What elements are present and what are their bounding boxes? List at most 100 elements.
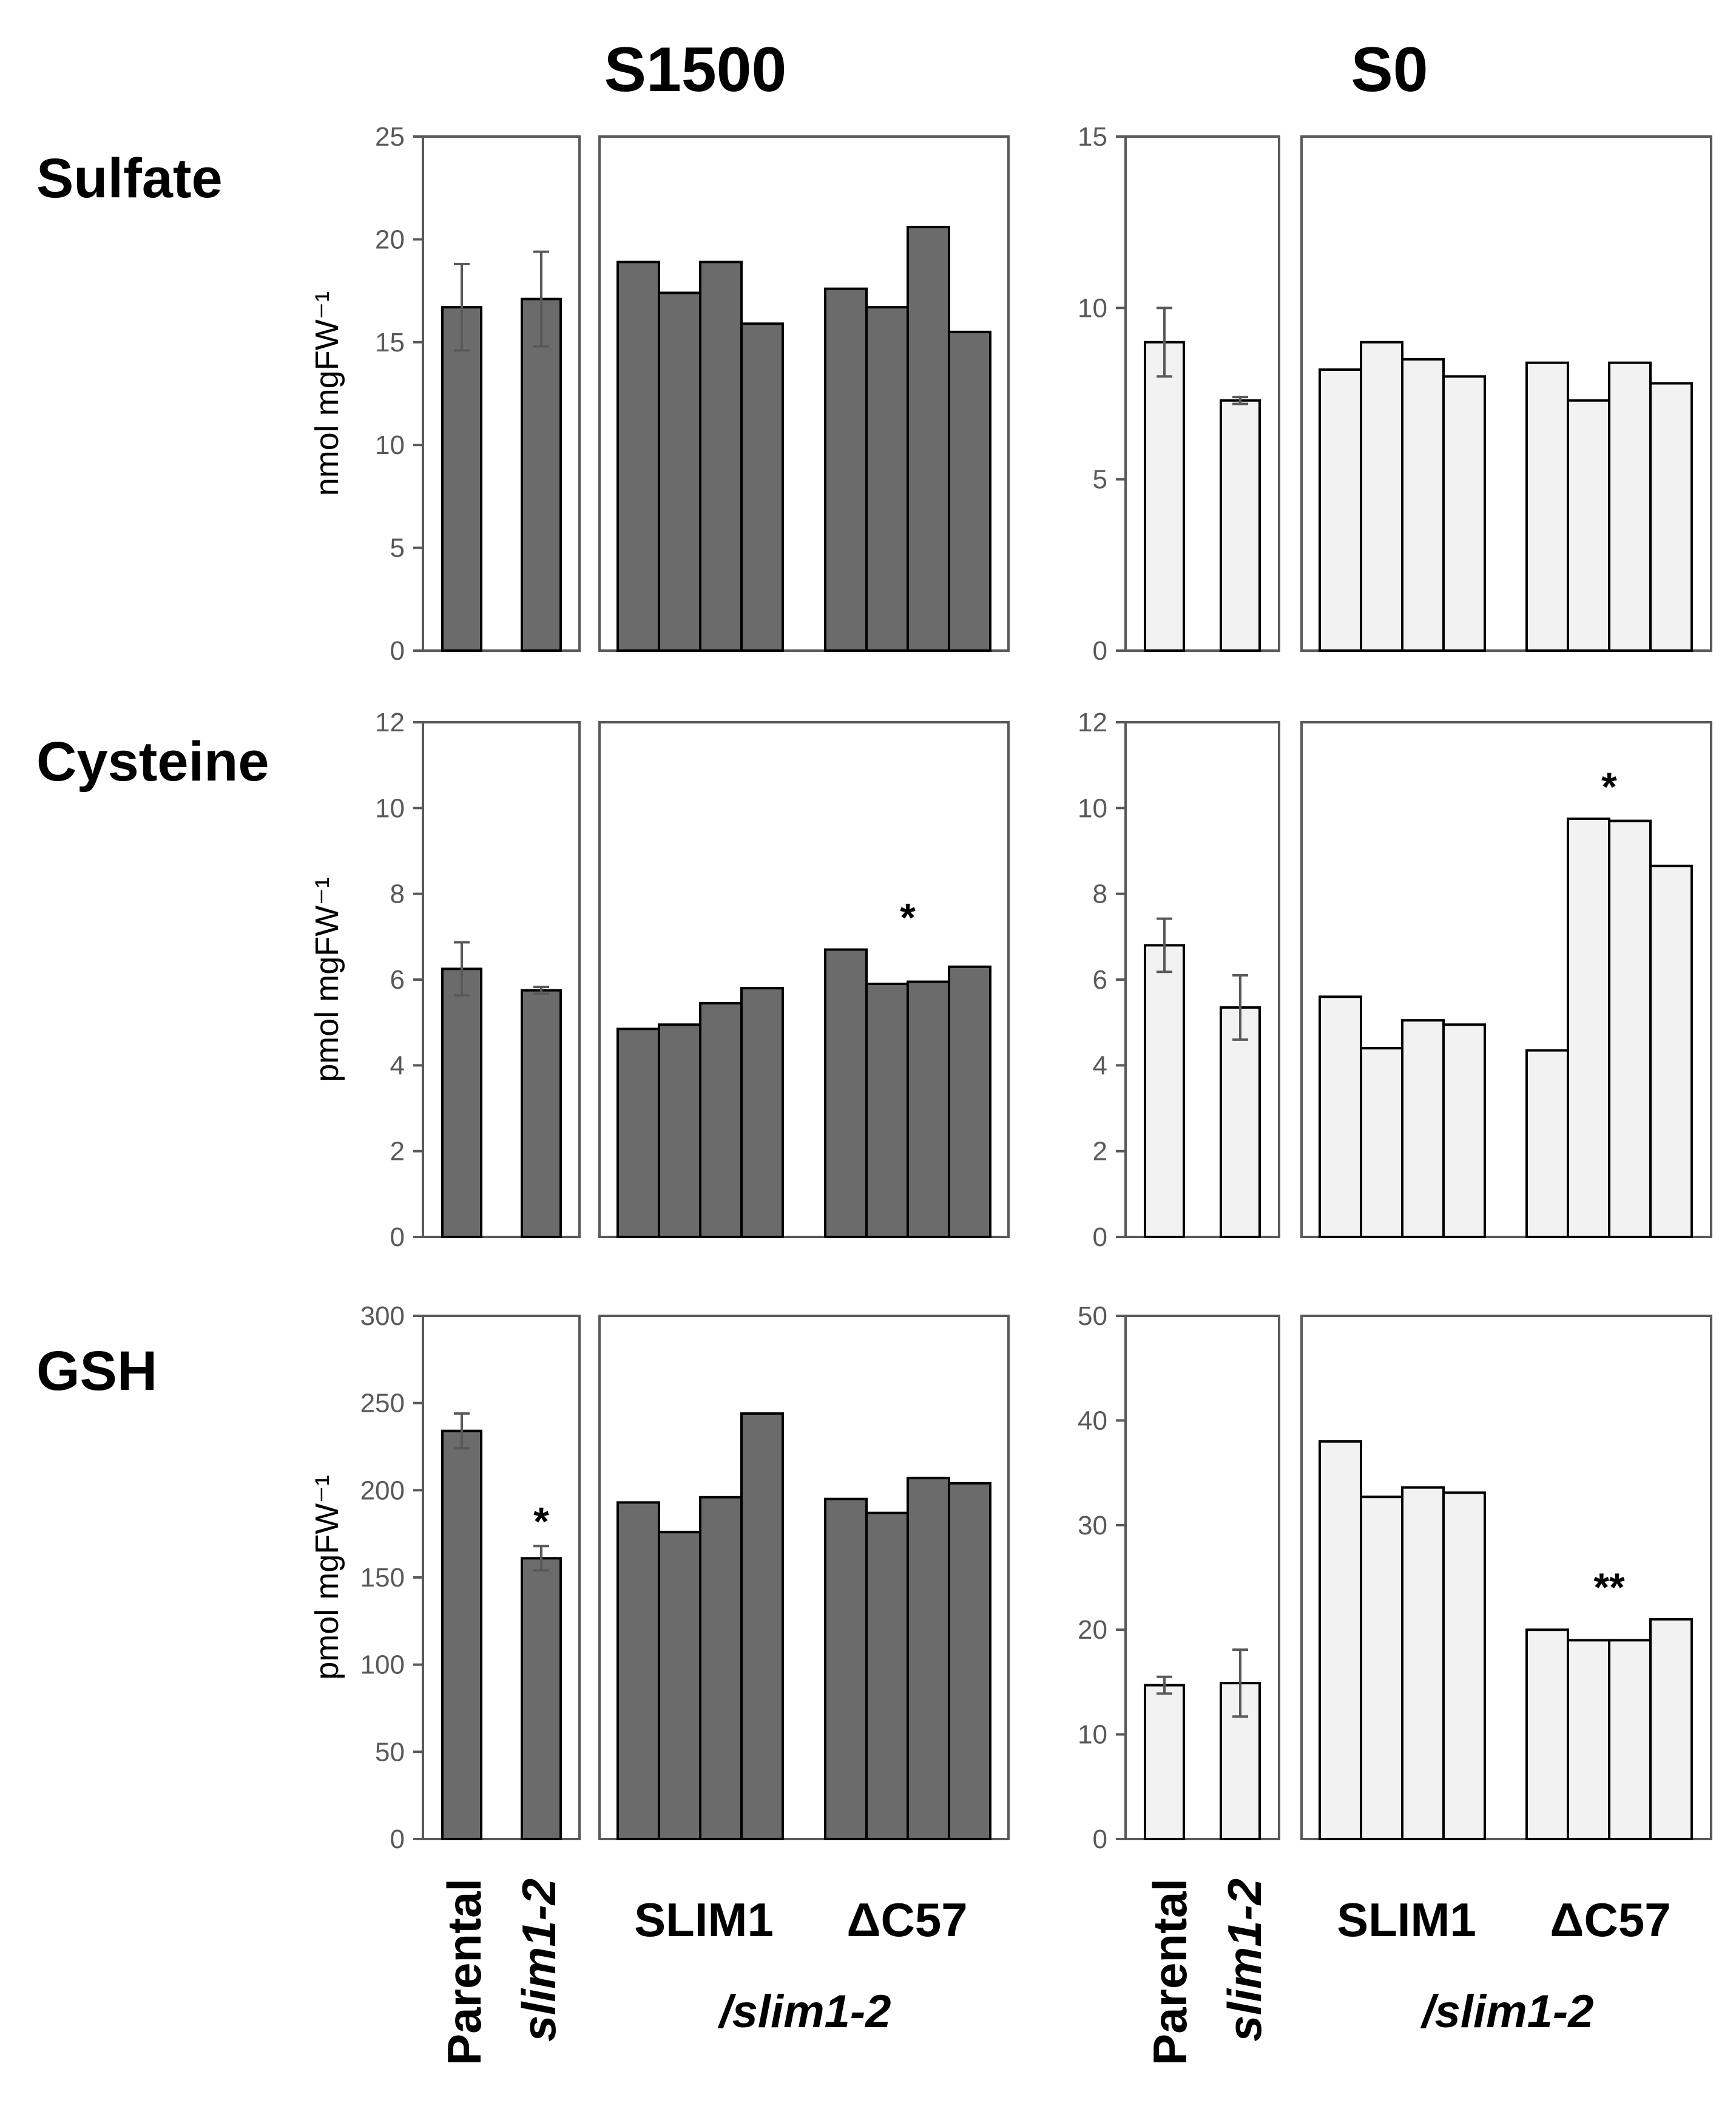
plot-frame-right xyxy=(598,721,1010,1238)
bar-slim1-2 xyxy=(1360,1047,1403,1238)
y-axis-label: pmol mgFW⁻¹ xyxy=(309,877,345,1082)
y-tick-label: 50 xyxy=(375,1737,405,1767)
y-tick-label: 250 xyxy=(360,1389,405,1418)
bar-slim1-2 xyxy=(658,291,701,652)
bar-slim1-4 xyxy=(1442,1023,1486,1238)
bar-slim1-1 xyxy=(1319,1440,1362,1840)
y-axis-label: pmol mgFW⁻¹ xyxy=(309,1475,345,1680)
x-label-slim1-2-s0: slim1-2 xyxy=(1218,1878,1271,2042)
y-tick-label: 10 xyxy=(1078,793,1107,823)
y-tick-label: 5 xyxy=(390,533,405,563)
bar-parental xyxy=(441,1429,482,1840)
bar-dc57-1 xyxy=(1525,1628,1569,1840)
y-tick-label: 8 xyxy=(390,879,405,909)
y-tick-label: 6 xyxy=(390,965,405,995)
y-tick-label: 150 xyxy=(360,1563,405,1593)
bar-slim1-4 xyxy=(1442,1491,1486,1840)
y-tick-label: 50 xyxy=(1078,1301,1107,1331)
x-label-parental: Parental xyxy=(437,1878,491,2065)
y-tick-label: 20 xyxy=(375,225,405,254)
y-tick-label: 200 xyxy=(360,1475,405,1505)
bar-parental xyxy=(441,306,482,652)
bar-slim1-3 xyxy=(1401,358,1445,652)
panel-gsh-s1500: 0 50 100 150 200 250 300 pmol mgFW⁻¹ * xyxy=(309,1301,1010,1854)
y-tick-label: 15 xyxy=(375,328,405,357)
bar-dc57-2 xyxy=(865,983,909,1238)
column-title-s0: S0 xyxy=(1351,35,1428,105)
column-title-s1500: S1500 xyxy=(604,35,787,105)
bar-slim1-2 xyxy=(658,1023,701,1238)
plot-frame-right xyxy=(1300,135,1712,652)
y-tick-label: 10 xyxy=(375,430,405,460)
y-tick-label: 6 xyxy=(1093,965,1107,995)
bar-dc57-3 xyxy=(1608,361,1652,652)
bar-dc57-3 xyxy=(1608,819,1652,1238)
y-tick-label: 4 xyxy=(1093,1051,1107,1080)
x-labels-s0: Parental slim1-2 SLIM1 ΔC57 /slim1-2 xyxy=(1143,1878,1671,2065)
y-tick-label: 0 xyxy=(390,1824,405,1854)
bar-slim1-3 xyxy=(699,260,743,652)
bar-slim1-3 xyxy=(699,1495,743,1840)
bar-slim1-1 xyxy=(1319,995,1362,1239)
bar-dc57-4 xyxy=(948,965,991,1239)
y-tick-label: 0 xyxy=(390,636,405,666)
row-title-sulfate: Sulfate xyxy=(36,147,223,209)
x-labels-s1500: Parental slim1-2 SLIM1 ΔC57 /slim1-2 xyxy=(437,1878,968,2065)
bar-dc57-2 xyxy=(865,306,909,652)
bar-dc57-4 xyxy=(1649,1617,1693,1840)
panel-cysteine-s0: 0 2 4 6 8 10 12 * xyxy=(1078,708,1712,1252)
panel-cysteine-s1500: 0 2 4 6 8 10 12 pmol mgFW⁻¹ * xyxy=(309,708,1010,1252)
y-tick-label: 0 xyxy=(1093,1824,1107,1854)
bar-slim1-1 xyxy=(616,260,660,652)
bar-dc57-4 xyxy=(948,1482,991,1841)
bar-dc57-4 xyxy=(948,330,991,652)
bar-dc57-3 xyxy=(907,1477,950,1840)
group-label-dc57: ΔC57 xyxy=(846,1893,967,1946)
significance-mark: ** xyxy=(1593,1565,1625,1610)
bar-slim1-3 xyxy=(1401,1486,1445,1841)
panel-gsh-s0: 0 10 20 30 40 50 ** xyxy=(1078,1301,1712,1854)
y-tick-label: 25 xyxy=(375,122,405,152)
bar-parental xyxy=(1144,340,1185,652)
bar-slim1-3 xyxy=(699,1001,743,1239)
bar-slim1-2 xyxy=(521,989,562,1238)
y-tick-label: 12 xyxy=(375,708,405,737)
y-tick-label: 2 xyxy=(390,1137,405,1167)
plot-frame-right xyxy=(598,135,1010,652)
y-tick-label: 0 xyxy=(390,1222,405,1252)
bar-slim1-1 xyxy=(616,1501,660,1841)
group-label-slim1: SLIM1 xyxy=(634,1893,774,1946)
y-tick-label: 4 xyxy=(390,1051,405,1080)
x-label-parental-s0: Parental xyxy=(1143,1878,1197,2065)
row-title-cysteine: Cysteine xyxy=(36,731,269,793)
bar-slim1-4 xyxy=(740,322,784,652)
y-tick-label: 2 xyxy=(1093,1137,1107,1167)
y-tick-label: 5 xyxy=(1093,465,1107,495)
bar-slim1-1 xyxy=(616,1028,660,1239)
bar-dc57-2 xyxy=(865,1511,909,1841)
y-tick-label: 10 xyxy=(1078,293,1107,323)
y-tick-label: 20 xyxy=(1078,1615,1107,1645)
bar-dc57-3 xyxy=(907,226,950,652)
y-axis-label: nmol mgFW⁻¹ xyxy=(309,291,345,496)
bar-dc57-1 xyxy=(824,1497,868,1840)
y-tick-label: 30 xyxy=(1078,1511,1107,1540)
bar-dc57-4 xyxy=(1649,382,1693,652)
bar-dc57-3 xyxy=(907,980,950,1238)
y-tick-label: 100 xyxy=(360,1650,405,1680)
bar-dc57-1 xyxy=(1525,1049,1569,1238)
bar-slim1-2 xyxy=(1360,340,1403,652)
group-label-dc57-s0: ΔC57 xyxy=(1550,1893,1670,1946)
bar-dc57-4 xyxy=(1649,864,1693,1238)
plot-frame-left xyxy=(422,135,581,652)
plot-frame-left xyxy=(1124,1315,1280,1840)
group-label-slim1-s0: SLIM1 xyxy=(1337,1893,1476,1946)
x-label-slim1-2: slim1-2 xyxy=(512,1878,566,2042)
group-sublabel: /slim1-2 xyxy=(717,1986,891,2037)
bar-slim1-4 xyxy=(740,1412,784,1841)
bar-parental xyxy=(1144,944,1185,1238)
bar-slim1-4 xyxy=(740,987,784,1238)
bar-dc57-1 xyxy=(824,948,868,1238)
bar-dc57-2 xyxy=(1567,1639,1610,1840)
